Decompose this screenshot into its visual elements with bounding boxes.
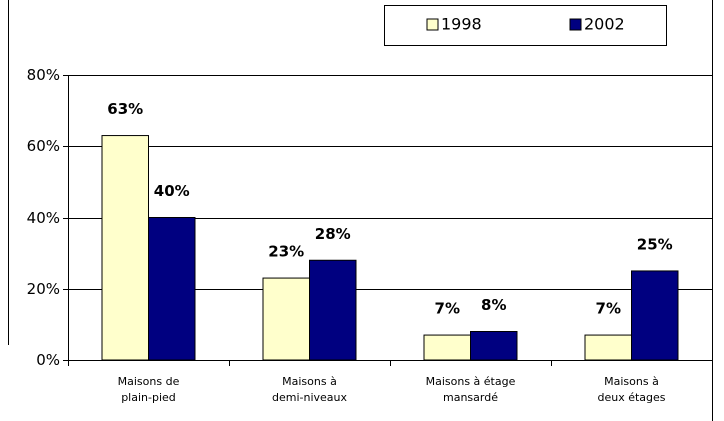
value-label: 7%	[596, 300, 621, 318]
bar	[262, 277, 310, 361]
bar	[309, 259, 357, 361]
value-label: 25%	[637, 235, 673, 253]
legend-swatch	[569, 18, 582, 31]
bar	[148, 217, 196, 361]
value-label: 7%	[435, 300, 460, 318]
y-tick-label: 60%	[27, 137, 60, 155]
value-label: 23%	[268, 243, 304, 261]
bar	[631, 270, 679, 361]
value-label: 28%	[315, 225, 351, 243]
x-tick-label: Maisons à demi-niveaux	[272, 375, 348, 404]
value-label: 40%	[154, 182, 190, 200]
x-tick-label: Maisons de plain-pied	[118, 375, 180, 404]
x-tick-label: Maisons à étage mansardé	[426, 375, 516, 404]
y-tick-label: 0%	[36, 351, 60, 369]
value-label: 63%	[107, 100, 143, 118]
legend-label: 1998	[441, 15, 482, 34]
bar	[101, 135, 149, 361]
legend-swatch	[426, 18, 439, 31]
y-tick-label: 80%	[27, 66, 60, 84]
bar	[584, 334, 632, 361]
value-label: 8%	[481, 296, 506, 314]
bar	[423, 334, 471, 361]
y-tick-label: 20%	[27, 280, 60, 298]
y-tick-label: 40%	[27, 209, 60, 227]
bar	[470, 331, 518, 361]
legend-label: 2002	[584, 15, 625, 34]
x-tick-label: Maisons à deux étages	[597, 375, 665, 404]
